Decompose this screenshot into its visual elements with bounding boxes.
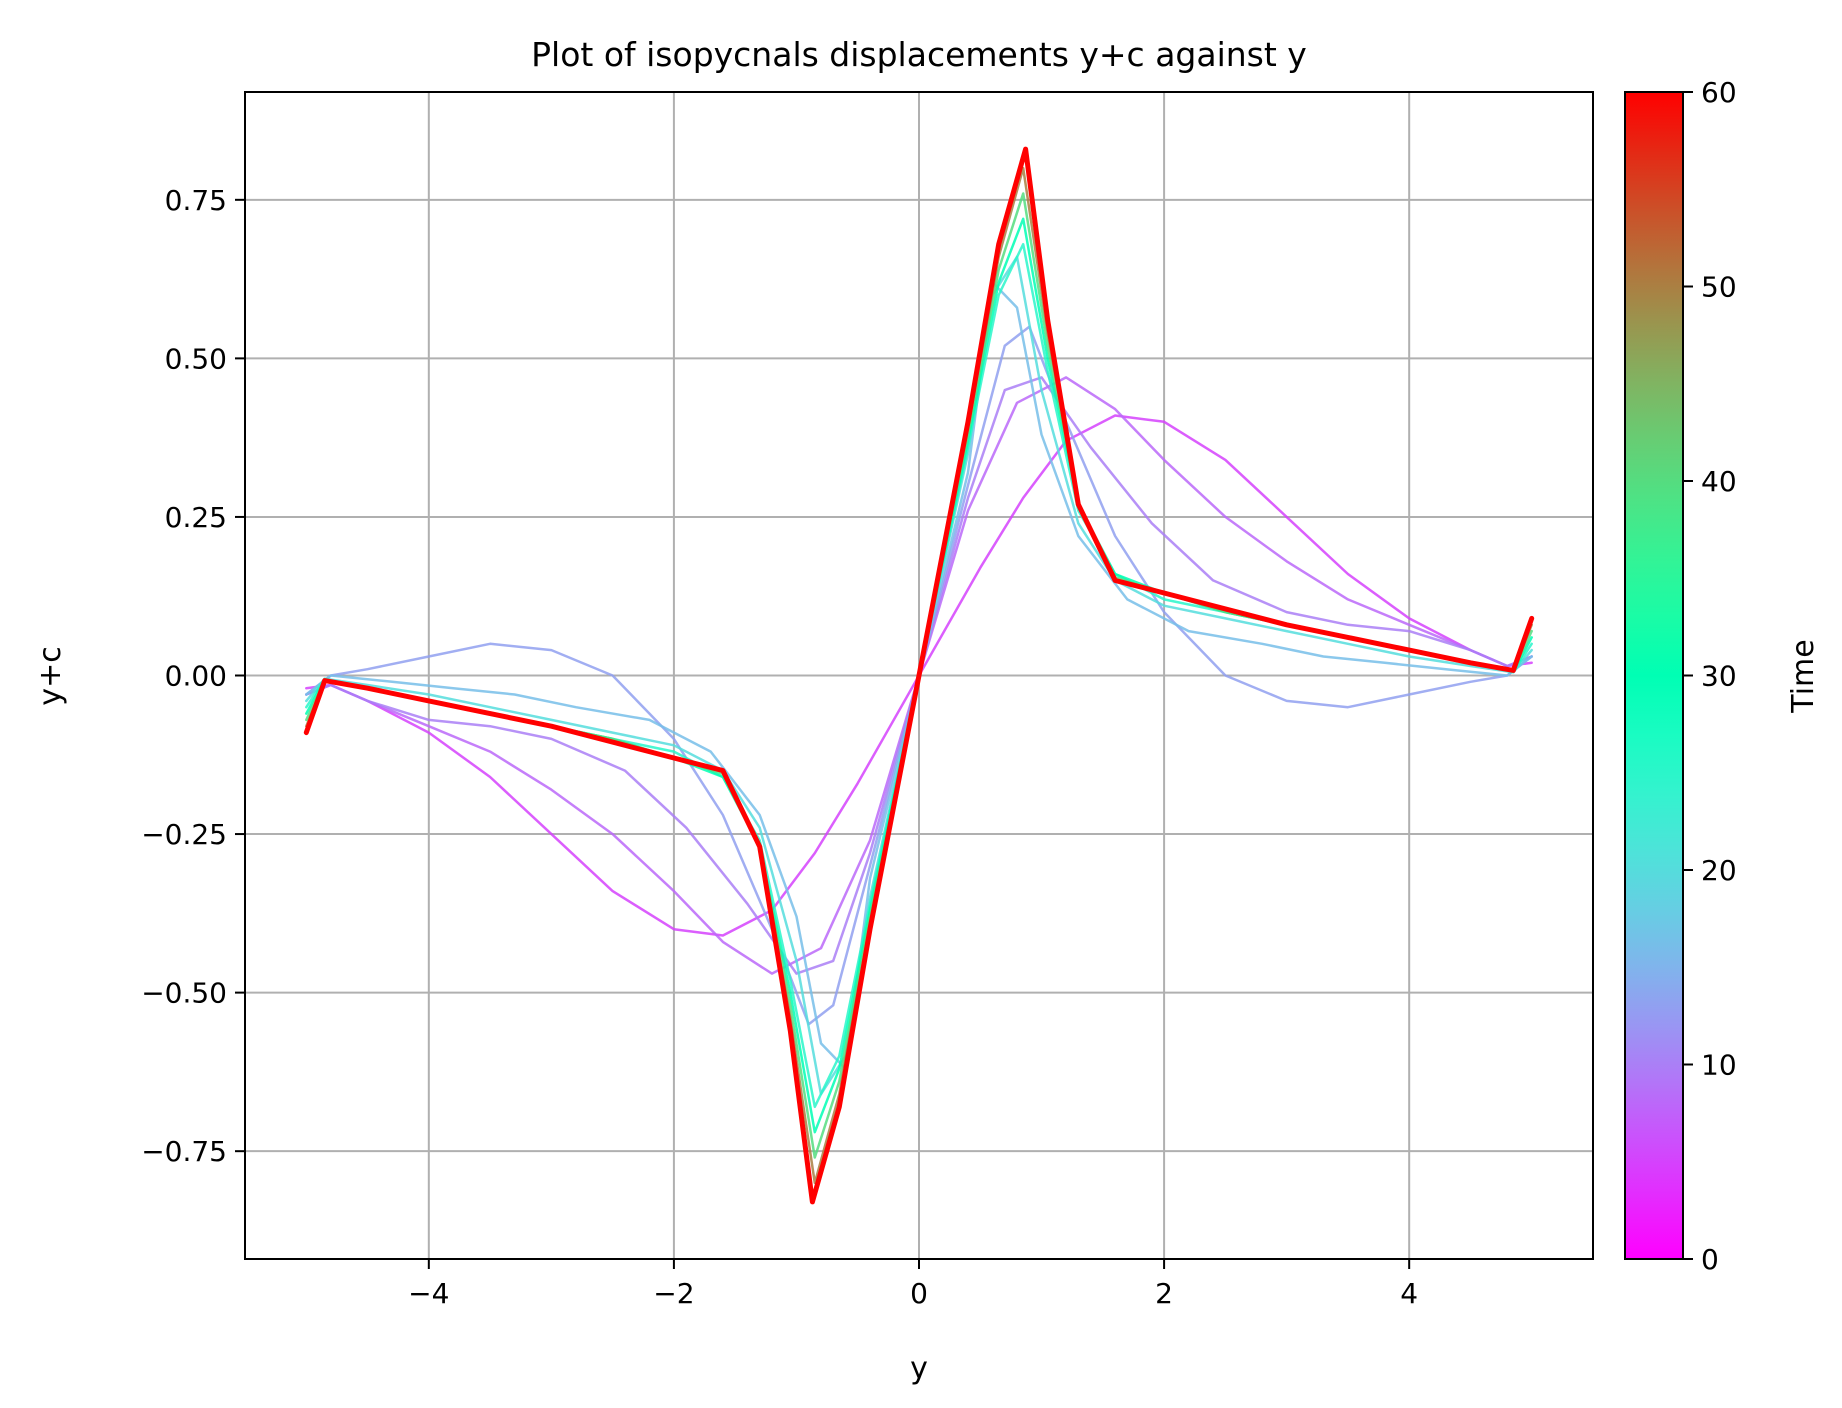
x-axis-label: y xyxy=(910,1351,928,1386)
x-tick-label: −2 xyxy=(653,1277,694,1310)
colorbar-ticks: 0 10 20 30 40 50 60 xyxy=(1683,76,1737,1276)
y-tick-label: −0.50 xyxy=(141,977,227,1010)
grid xyxy=(245,92,1593,1259)
y-tick-label: 0.25 xyxy=(165,501,227,534)
colorbar-tick-label: 50 xyxy=(1701,271,1737,304)
colorbar-tick-label: 20 xyxy=(1701,854,1737,887)
x-tick-label: 4 xyxy=(1400,1277,1418,1310)
x-tick-label: 2 xyxy=(1155,1277,1173,1310)
y-tick-label: −0.25 xyxy=(141,818,227,851)
colorbar-tick-label: 10 xyxy=(1701,1049,1737,1082)
colorbar-label: Time xyxy=(1786,639,1821,713)
chart-title: Plot of isopycnals displacements y+c aga… xyxy=(531,35,1307,74)
y-tick-label: −0.75 xyxy=(141,1135,227,1168)
x-axis-ticks: −4 −2 0 2 4 xyxy=(408,1259,1418,1310)
y-axis-ticks: −0.75 −0.50 −0.25 0.00 0.25 0.50 0.75 xyxy=(141,184,245,1168)
colorbar-tick-label: 40 xyxy=(1701,465,1737,498)
series-lines xyxy=(303,146,1535,1205)
y-axis-label: y+c xyxy=(33,646,68,705)
colorbar-tick-label: 60 xyxy=(1701,76,1737,109)
y-tick-label: 0.00 xyxy=(165,660,227,693)
x-tick-label: 0 xyxy=(910,1277,928,1310)
colorbar-tick-label: 0 xyxy=(1701,1243,1719,1276)
y-tick-label: 0.75 xyxy=(165,184,227,217)
x-tick-label: −4 xyxy=(408,1277,449,1310)
colorbar xyxy=(1624,91,1684,1260)
colorbar-tick-label: 30 xyxy=(1701,660,1737,693)
series-line-time-60 xyxy=(303,146,1535,1205)
y-tick-label: 0.50 xyxy=(165,342,227,375)
